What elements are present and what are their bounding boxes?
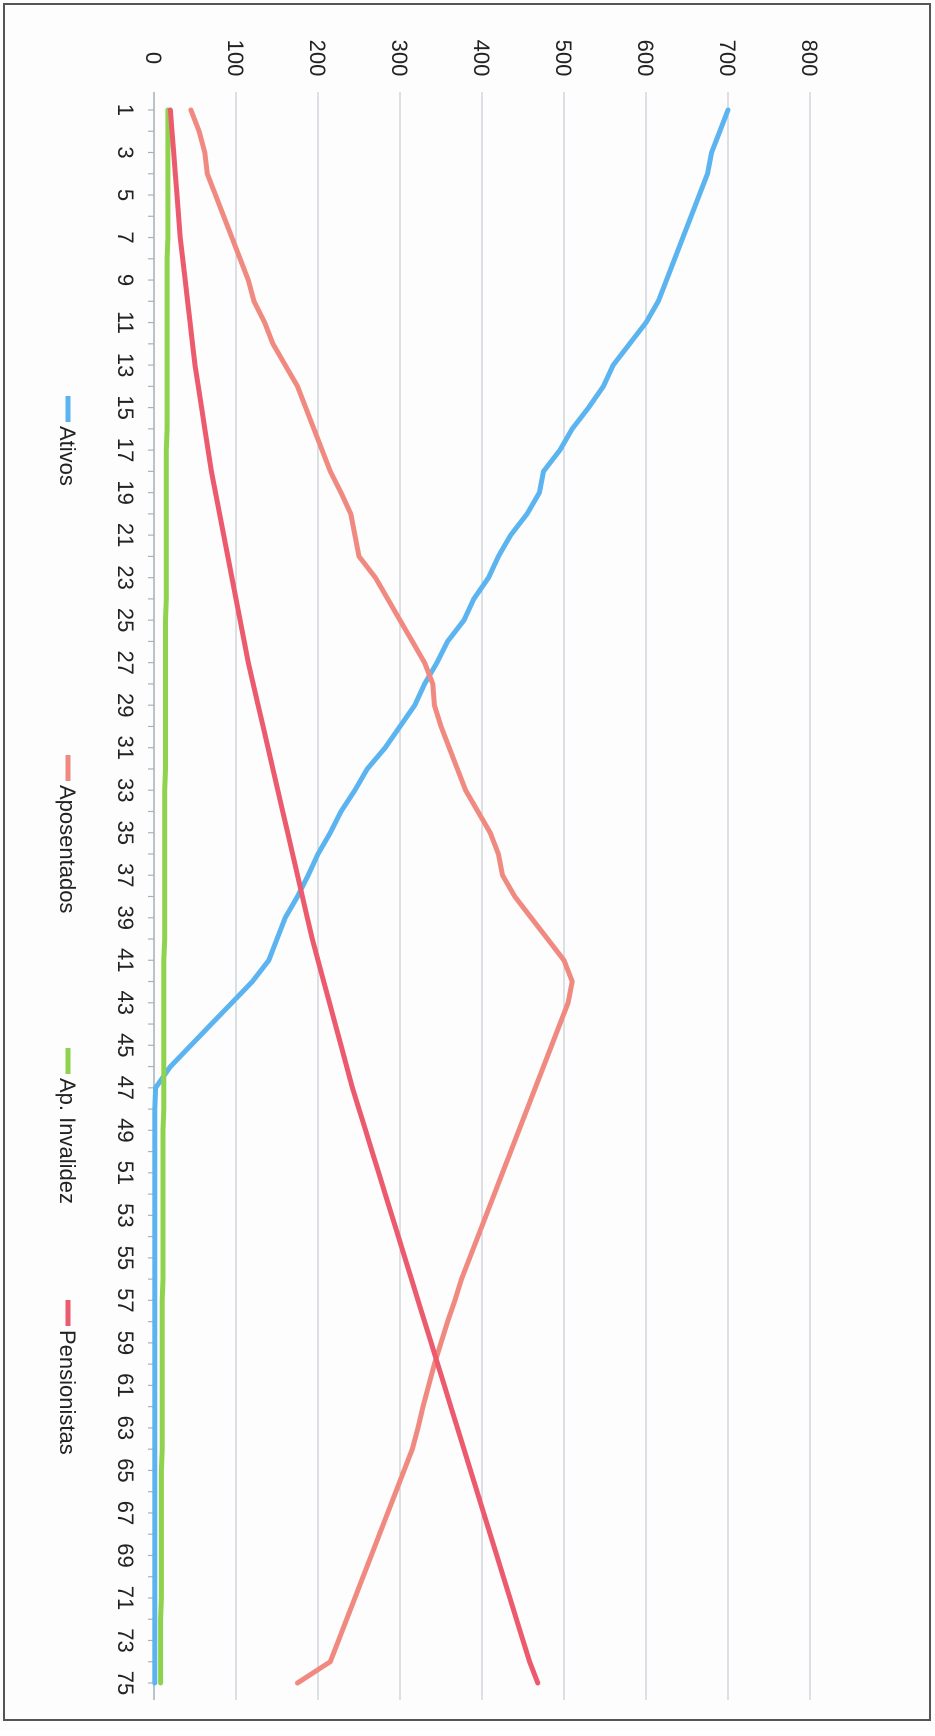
category-tick-label: 45: [113, 1033, 138, 1057]
legend-label: Ativos: [55, 426, 80, 486]
series-line-ap-invalidez: [158, 107, 171, 1686]
category-tick-label: 65: [113, 1458, 138, 1482]
legend-label: Pensionistas: [55, 1330, 80, 1455]
category-tick-label: 41: [113, 948, 138, 972]
category-tick-label: 73: [113, 1628, 138, 1652]
series-line-aposentados: [188, 107, 575, 1686]
series-lines: [152, 107, 731, 1686]
category-tick-label: 27: [113, 650, 138, 674]
value-tick-label: 100: [223, 40, 248, 77]
category-tick-label: 39: [113, 906, 138, 930]
category-tick-label: 51: [113, 1161, 138, 1185]
category-tick-label: 3: [113, 146, 138, 158]
category-tick-label: 63: [113, 1416, 138, 1440]
category-tick-label: 37: [113, 863, 138, 887]
category-tick-label: 5: [113, 189, 138, 201]
legend: Ativos Aposentados Ap. Invalidez Pensionist…: [55, 396, 80, 1455]
category-tick-label: 71: [113, 1586, 138, 1610]
category-tick-label: 35: [113, 820, 138, 844]
category-tick-label: 59: [113, 1331, 138, 1355]
series-line-ativos: [152, 107, 731, 1686]
value-tick-label: 0: [141, 52, 166, 64]
category-tick-label: 25: [113, 608, 138, 632]
category-tick-label: 67: [113, 1501, 138, 1525]
category-axis-ticks: 1357911131517192123252729313335373941434…: [113, 104, 154, 1695]
series-line-pensionistas: [167, 107, 541, 1686]
category-tick-label: 13: [113, 353, 138, 377]
gridlines: [153, 92, 811, 1700]
value-tick-label: 600: [633, 40, 658, 77]
category-tick-label: 31: [113, 735, 138, 759]
category-tick-label: 11: [113, 311, 138, 334]
chart-frame: [3, 3, 931, 1721]
legend-label: Ap. Invalidez: [55, 1078, 80, 1204]
value-axis-ticks: 0 100 200 300 400 500 600 700 800: [141, 40, 822, 77]
value-tick-label: 300: [387, 40, 412, 77]
value-tick-label: 700: [715, 40, 740, 77]
category-tick-label: 15: [113, 395, 138, 419]
category-tick-label: 7: [113, 231, 138, 243]
category-tick-label: 55: [113, 1246, 138, 1270]
category-tick-label: 43: [113, 991, 138, 1015]
category-tick-label: 19: [113, 480, 138, 504]
category-tick-label: 61: [113, 1373, 138, 1397]
category-tick-label: 53: [113, 1203, 138, 1227]
category-tick-label: 49: [113, 1118, 138, 1142]
category-tick-label: 69: [113, 1543, 138, 1567]
value-tick-label: 800: [797, 40, 822, 77]
category-tick-label: 29: [113, 693, 138, 717]
category-tick-label: 57: [113, 1288, 138, 1312]
category-tick-label: 1: [113, 104, 138, 116]
legend-label: Aposentados: [55, 785, 80, 913]
category-tick-label: 47: [113, 1076, 138, 1100]
category-tick-label: 9: [113, 274, 138, 286]
category-tick-label: 17: [113, 438, 138, 462]
category-tick-label: 23: [113, 565, 138, 589]
category-tick-label: 21: [113, 523, 138, 547]
category-tick-label: 75: [113, 1671, 138, 1695]
value-tick-label: 200: [305, 40, 330, 77]
category-tick-label: 33: [113, 778, 138, 802]
value-tick-label: 500: [551, 40, 576, 77]
value-tick-label: 400: [469, 40, 494, 77]
